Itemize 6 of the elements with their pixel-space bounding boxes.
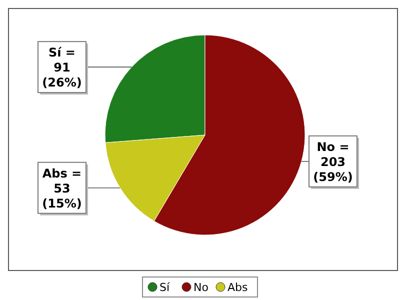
legend-label: No — [194, 281, 209, 294]
legend-label: Abs — [228, 281, 248, 294]
data-label: Sí = 91 (26%) — [42, 46, 82, 90]
data-label: No = 203 (59%) — [313, 140, 353, 184]
data-label: Abs = 53 (15%) — [42, 166, 82, 210]
legend-label: Sí — [160, 281, 170, 294]
